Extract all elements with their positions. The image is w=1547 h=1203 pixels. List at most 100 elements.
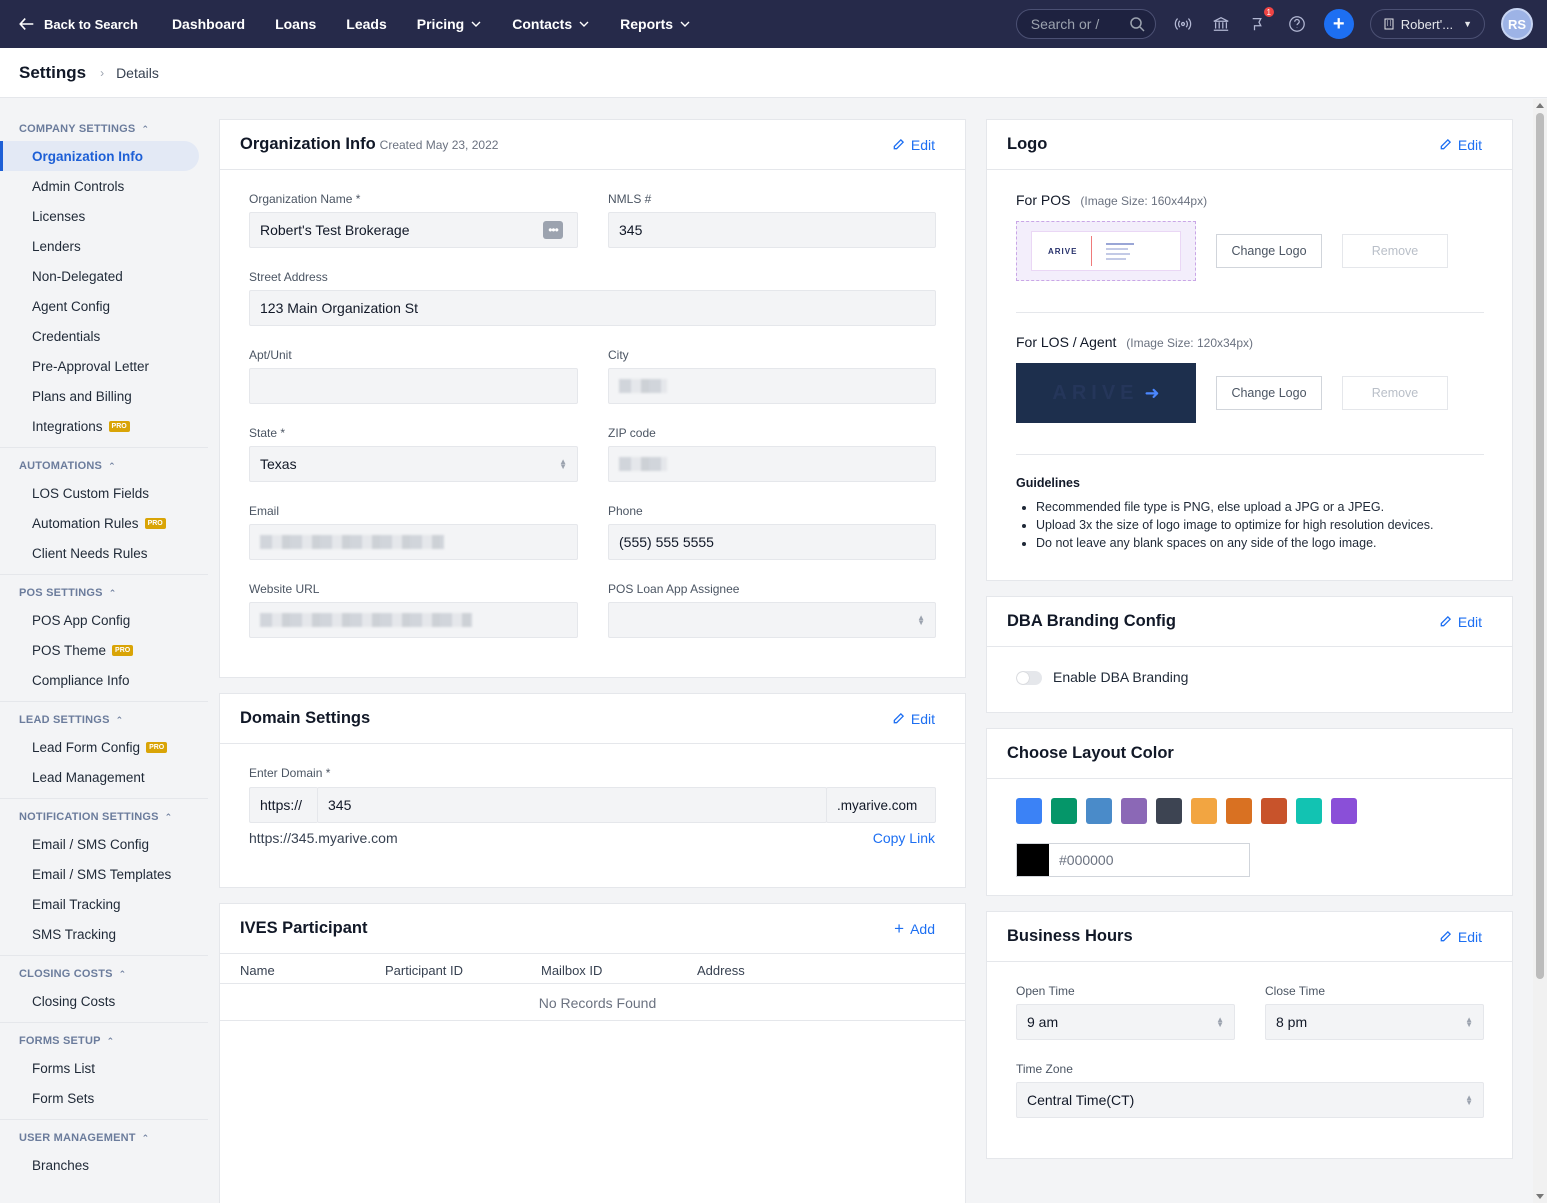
- sidebar-heading[interactable]: COMPANY SETTINGS ⌃: [0, 111, 208, 141]
- nav-dashboard[interactable]: Dashboard: [171, 16, 246, 32]
- sidebar-item-agent-config[interactable]: Agent Config: [32, 298, 111, 314]
- color-swatch[interactable]: [1016, 798, 1042, 824]
- select-arrows-icon: ▲ ▼: [1465, 1015, 1473, 1029]
- copy-link-button[interactable]: Copy Link: [872, 830, 935, 846]
- sidebar-item-closing-costs[interactable]: Closing Costs: [32, 993, 116, 1009]
- sidebar-item-admin-controls[interactable]: Admin Controls: [32, 178, 125, 194]
- sidebar-item-form-sets[interactable]: Form Sets: [32, 1090, 95, 1106]
- sidebar-heading[interactable]: USER MANAGEMENT ⌃: [0, 1120, 208, 1150]
- sidebar-item-automation-rules[interactable]: Automation Rules PRO: [0, 508, 208, 538]
- sidebar-item-non-delegated[interactable]: Non-Delegated: [32, 268, 123, 284]
- color-swatch[interactable]: [1226, 798, 1252, 824]
- scroll-up-icon[interactable]: [1536, 103, 1544, 108]
- back-to-search-link[interactable]: Back to Search: [18, 15, 138, 33]
- domain-input[interactable]: 345: [317, 787, 827, 823]
- apt-unit-field[interactable]: [249, 368, 578, 404]
- change-los-logo-button[interactable]: Change Logo: [1216, 376, 1322, 410]
- sidebar-heading[interactable]: FORMS SETUP ⌃: [0, 1023, 208, 1053]
- phone-field[interactable]: (555) 555 5555: [608, 524, 936, 560]
- global-search[interactable]: Search or /: [1015, 9, 1156, 39]
- sidebar-item-plans-and-billing[interactable]: Plans and Billing: [32, 388, 132, 404]
- open-time-select[interactable]: 9 am ▲ ▼: [1016, 1004, 1235, 1040]
- sidebar-item-integrations[interactable]: Integrations PRO: [0, 411, 208, 441]
- help-icon[interactable]: [1286, 13, 1308, 35]
- scroll-down-icon[interactable]: [1536, 1194, 1544, 1199]
- sidebar-item-sms-tracking[interactable]: SMS Tracking: [32, 926, 117, 942]
- color-swatch[interactable]: [1156, 798, 1182, 824]
- selected-color-chip[interactable]: [1017, 844, 1049, 876]
- pos-logo-image: ARIVE: [1031, 231, 1181, 271]
- change-pos-logo-button[interactable]: Change Logo: [1216, 234, 1322, 268]
- edit-organization-button[interactable]: Edit: [892, 137, 935, 153]
- back-to-search-label: Back to Search: [44, 16, 138, 32]
- email-field[interactable]: [249, 524, 578, 560]
- scrollbar-thumb[interactable]: [1536, 113, 1544, 979]
- color-swatch[interactable]: [1121, 798, 1147, 824]
- edit-dba-button[interactable]: Edit: [1439, 614, 1482, 630]
- more-icon[interactable]: •••: [543, 221, 563, 239]
- nav-contacts[interactable]: Contacts: [512, 16, 590, 32]
- breadcrumb-settings[interactable]: Settings: [19, 62, 87, 82]
- color-swatch[interactable]: [1261, 798, 1287, 824]
- sidebar-item-email-sms-templates[interactable]: Email / SMS Templates: [32, 866, 172, 882]
- edit-logo-button[interactable]: Edit: [1439, 137, 1482, 153]
- sidebar-item-organization-info[interactable]: Organization Info: [0, 141, 199, 171]
- color-swatch[interactable]: [1051, 798, 1077, 824]
- sidebar-item-pos-app-config[interactable]: POS App Config: [32, 612, 131, 628]
- city-field[interactable]: [608, 368, 936, 404]
- time-zone-select[interactable]: Central Time(CT) ▲ ▼: [1016, 1082, 1484, 1118]
- color-swatch[interactable]: [1191, 798, 1217, 824]
- sidebar-heading[interactable]: CLOSING COSTS ⌃: [0, 956, 208, 986]
- sidebar-item-forms-list[interactable]: Forms List: [32, 1060, 96, 1076]
- remove-los-logo-button[interactable]: Remove: [1342, 376, 1448, 410]
- bank-icon[interactable]: [1210, 13, 1232, 35]
- business-hours-card: Business Hours Edit Open Time 9 am ▲ ▼ Clo…: [986, 911, 1513, 1159]
- nav-loans[interactable]: Loans: [275, 16, 317, 32]
- edit-domain-button[interactable]: Edit: [892, 711, 935, 727]
- add-participant-button[interactable]: + Add: [894, 919, 935, 939]
- broadcast-icon[interactable]: [1172, 13, 1194, 35]
- street-address-field[interactable]: 123 Main Organization St: [249, 290, 936, 326]
- announcement-icon[interactable]: 1: [1248, 7, 1274, 35]
- sidebar-item-lead-management[interactable]: Lead Management: [32, 769, 145, 785]
- sidebar-item-client-needs-rules[interactable]: Client Needs Rules: [32, 545, 148, 561]
- sidebar-heading[interactable]: LEAD SETTINGS ⌃: [0, 702, 208, 732]
- color-swatch[interactable]: [1296, 798, 1322, 824]
- close-time-select[interactable]: 8 pm ▲ ▼: [1265, 1004, 1484, 1040]
- nav-leads[interactable]: Leads: [346, 16, 387, 32]
- remove-pos-logo-button[interactable]: Remove: [1342, 234, 1448, 268]
- zip-field[interactable]: [608, 446, 936, 482]
- assignee-select[interactable]: ▲ ▼: [608, 602, 936, 638]
- dba-branding-toggle[interactable]: [1016, 671, 1042, 685]
- sidebar-item-credentials[interactable]: Credentials: [32, 328, 101, 344]
- color-swatch[interactable]: [1086, 798, 1112, 824]
- state-select[interactable]: Texas ▲ ▼: [249, 446, 578, 482]
- sidebar-item-email-sms-config[interactable]: Email / SMS Config: [32, 836, 150, 852]
- website-field[interactable]: [249, 602, 578, 638]
- sidebar-item-lenders[interactable]: Lenders: [32, 238, 81, 254]
- sidebar-item-licenses[interactable]: Licenses: [32, 208, 86, 224]
- time-zone-label: Time Zone: [1016, 1062, 1073, 1076]
- edit-hours-button[interactable]: Edit: [1439, 929, 1482, 945]
- sidebar-item-branches[interactable]: Branches: [32, 1157, 90, 1173]
- sidebar-heading[interactable]: POS SETTINGS ⌃: [0, 575, 208, 605]
- sidebar-item-los-custom-fields[interactable]: LOS Custom Fields: [32, 485, 150, 501]
- page-scrollbar[interactable]: [1533, 99, 1547, 1203]
- sidebar-item-pos-theme[interactable]: POS Theme PRO: [0, 635, 208, 665]
- nav-pricing[interactable]: Pricing: [417, 16, 482, 32]
- color-swatch[interactable]: [1331, 798, 1357, 824]
- nmls-field[interactable]: 345: [608, 212, 936, 248]
- sidebar-item-email-tracking[interactable]: Email Tracking: [32, 896, 121, 912]
- sidebar-item-lead-form-config[interactable]: Lead Form Config PRO: [0, 732, 208, 762]
- sidebar-item-pre-approval-letter[interactable]: Pre-Approval Letter: [32, 358, 150, 374]
- nav-reports[interactable]: Reports: [620, 16, 691, 32]
- sidebar-item-compliance-info[interactable]: Compliance Info: [32, 672, 130, 688]
- user-avatar[interactable]: RS: [1501, 8, 1533, 40]
- sidebar-heading[interactable]: NOTIFICATION SETTINGS ⌃: [0, 799, 208, 829]
- domain-suffix: .myarive.com: [826, 787, 936, 823]
- create-new-button[interactable]: +: [1323, 9, 1354, 39]
- org-name-field[interactable]: Robert's Test Brokerage •••: [249, 212, 578, 248]
- organization-selector[interactable]: Robert'... ▼: [1369, 9, 1485, 39]
- hex-color-input[interactable]: #000000: [1016, 843, 1250, 877]
- sidebar-heading[interactable]: AUTOMATIONS ⌃: [0, 448, 208, 478]
